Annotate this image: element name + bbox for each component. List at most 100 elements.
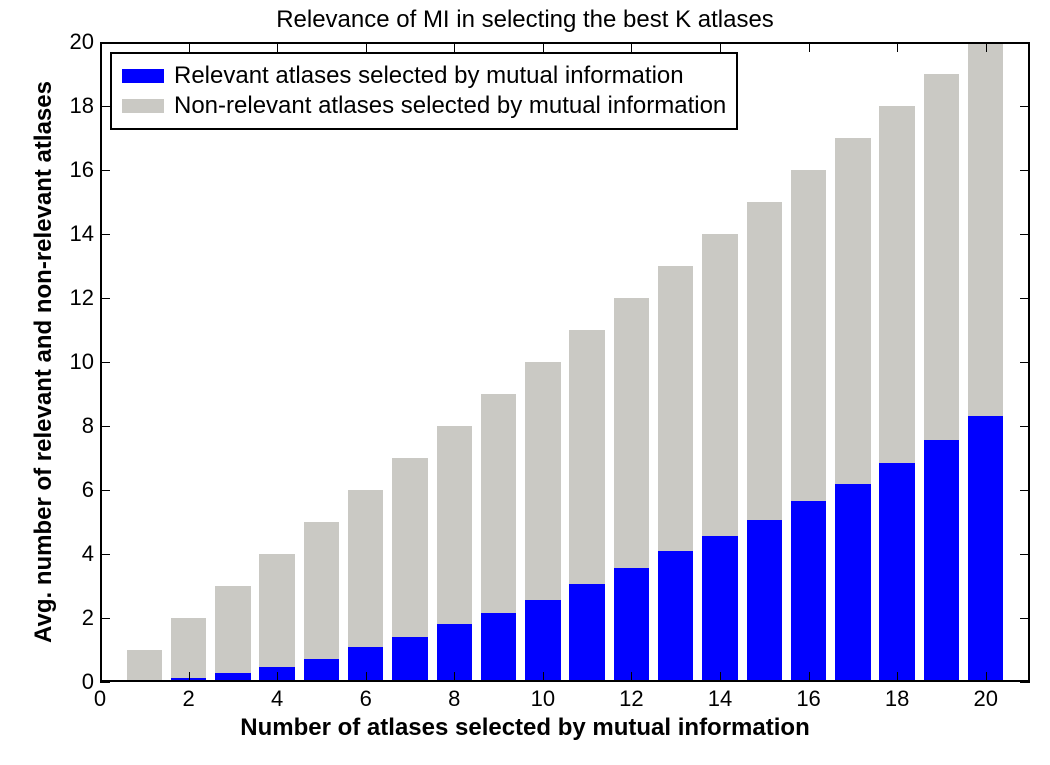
bar-relevant <box>835 484 870 682</box>
legend-label: Non-relevant atlases selected by mutual … <box>174 92 726 120</box>
y-tick-label: 4 <box>62 541 94 567</box>
bar-non_relevant <box>259 554 294 667</box>
y-tick-mark <box>1020 298 1030 299</box>
x-tick-mark <box>897 42 898 52</box>
x-tick-mark <box>100 672 101 682</box>
y-tick-mark <box>100 106 110 107</box>
bar-relevant <box>127 681 162 682</box>
legend-swatch <box>122 99 164 113</box>
y-tick-label: 12 <box>62 285 94 311</box>
bar-non_relevant <box>525 362 560 600</box>
y-tick-mark <box>100 682 110 683</box>
bar-non_relevant <box>702 234 737 536</box>
legend-row: Non-relevant atlases selected by mutual … <box>122 92 726 120</box>
x-tick-label: 6 <box>360 686 372 712</box>
y-tick-mark <box>1020 682 1030 683</box>
y-tick-mark <box>100 362 110 363</box>
x-axis-label: Number of atlases selected by mutual inf… <box>0 714 1050 742</box>
chart-title: Relevance of MI in selecting the best K … <box>0 6 1050 34</box>
x-tick-mark <box>720 672 721 682</box>
bar-relevant <box>392 637 427 682</box>
bar-relevant <box>304 659 339 682</box>
bar-relevant <box>747 520 782 682</box>
y-tick-label: 2 <box>62 605 94 631</box>
y-tick-mark <box>100 298 110 299</box>
x-tick-mark <box>543 672 544 682</box>
bar-non_relevant <box>968 42 1003 416</box>
x-tick-mark <box>189 672 190 682</box>
bar-relevant <box>569 584 604 682</box>
legend-label: Relevant atlases selected by mutual info… <box>174 62 684 90</box>
y-axis-label: Avg. number of relevant and non-relevant… <box>30 42 58 682</box>
chart-container: Relevance of MI in selecting the best K … <box>0 0 1050 765</box>
x-tick-mark <box>631 672 632 682</box>
x-tick-mark <box>897 672 898 682</box>
y-tick-mark <box>100 234 110 235</box>
bar-non_relevant <box>481 394 516 613</box>
bar-non_relevant <box>348 490 383 647</box>
x-tick-label: 8 <box>448 686 460 712</box>
x-tick-mark <box>366 672 367 682</box>
y-tick-mark <box>1020 234 1030 235</box>
bar-non_relevant <box>658 266 693 551</box>
x-tick-label: 14 <box>708 686 732 712</box>
x-tick-mark <box>277 42 278 52</box>
bar-relevant <box>791 501 826 682</box>
x-tick-mark <box>809 42 810 52</box>
y-tick-label: 10 <box>62 349 94 375</box>
y-tick-mark <box>100 170 110 171</box>
bar-non_relevant <box>304 522 339 659</box>
bar-non_relevant <box>835 138 870 484</box>
x-tick-label: 18 <box>885 686 909 712</box>
x-tick-label: 16 <box>796 686 820 712</box>
x-tick-mark <box>189 42 190 52</box>
bar-non_relevant <box>437 426 472 624</box>
x-tick-mark <box>720 42 721 52</box>
bar-non_relevant <box>614 298 649 568</box>
x-tick-mark <box>543 42 544 52</box>
x-tick-label: 12 <box>619 686 643 712</box>
x-tick-mark <box>277 672 278 682</box>
y-tick-mark <box>100 426 110 427</box>
y-tick-label: 16 <box>62 157 94 183</box>
x-tick-label: 2 <box>182 686 194 712</box>
y-tick-mark <box>100 490 110 491</box>
y-tick-mark <box>1020 554 1030 555</box>
y-tick-mark <box>1020 426 1030 427</box>
bar-relevant <box>702 536 737 682</box>
bar-non_relevant <box>747 202 782 520</box>
bar-relevant <box>879 463 914 682</box>
y-tick-label: 8 <box>62 413 94 439</box>
y-tick-mark <box>1020 106 1030 107</box>
bar-non_relevant <box>127 650 162 681</box>
bar-relevant <box>658 551 693 682</box>
legend-row: Relevant atlases selected by mutual info… <box>122 62 726 90</box>
x-tick-mark <box>454 672 455 682</box>
bar-non_relevant <box>924 74 959 440</box>
x-tick-label: 20 <box>973 686 997 712</box>
bar-non_relevant <box>171 618 206 678</box>
y-tick-mark <box>1020 618 1030 619</box>
legend-swatch <box>122 69 164 83</box>
y-tick-mark <box>1020 42 1030 43</box>
y-tick-label: 18 <box>62 93 94 119</box>
y-tick-mark <box>100 42 110 43</box>
bar-relevant <box>481 613 516 682</box>
bar-non_relevant <box>791 170 826 501</box>
y-tick-label: 20 <box>62 29 94 55</box>
x-tick-mark <box>986 42 987 52</box>
y-tick-mark <box>1020 362 1030 363</box>
x-tick-mark <box>366 42 367 52</box>
bar-non_relevant <box>879 106 914 463</box>
x-tick-label: 4 <box>271 686 283 712</box>
y-tick-label: 14 <box>62 221 94 247</box>
x-tick-mark <box>100 42 101 52</box>
x-tick-mark <box>986 672 987 682</box>
plot-area <box>100 42 1030 682</box>
y-tick-mark <box>1020 170 1030 171</box>
bar-non_relevant <box>392 458 427 637</box>
bar-relevant <box>525 600 560 682</box>
y-tick-mark <box>100 554 110 555</box>
bar-relevant <box>924 440 959 682</box>
x-tick-mark <box>454 42 455 52</box>
